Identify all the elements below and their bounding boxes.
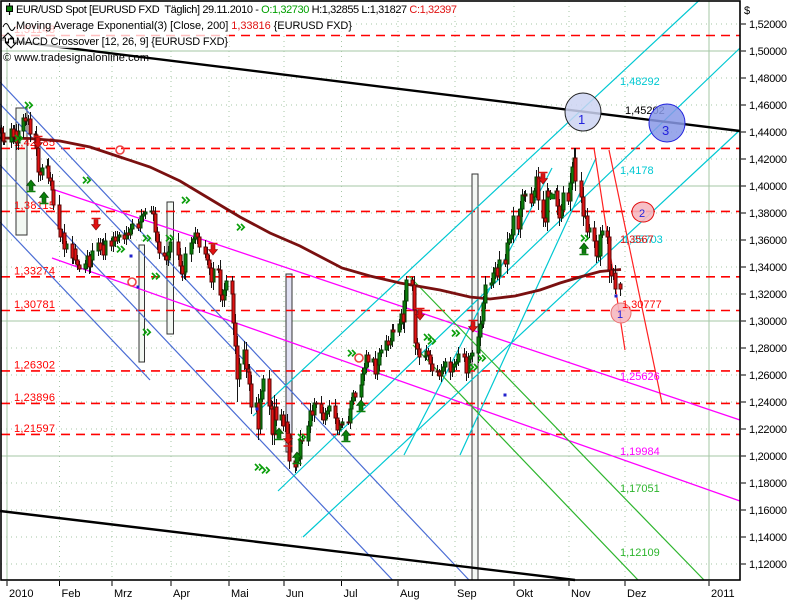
svg-text:Dez: Dez [627, 588, 647, 600]
svg-text:EUR/USD Spot [EURUSD FXD Tägl: EUR/USD Spot [EURUSD FXD Täglich] 29.11.… [16, 4, 457, 16]
svg-text:1,38000: 1,38000 [749, 208, 787, 220]
svg-text:Okt: Okt [516, 588, 533, 600]
svg-text:Apr: Apr [173, 588, 190, 600]
svg-text:1,36000: 1,36000 [749, 235, 787, 247]
svg-text:Moving Average Exponential(3): Moving Average Exponential(3) [Close, 20… [16, 20, 352, 32]
svg-text:Sep: Sep [457, 588, 477, 600]
svg-text:1: 1 [578, 112, 585, 127]
svg-text:1,21597: 1,21597 [14, 423, 55, 435]
svg-text:1,16000: 1,16000 [749, 505, 787, 517]
svg-text:1,26000: 1,26000 [749, 370, 787, 382]
svg-text:1,42000: 1,42000 [749, 154, 787, 166]
svg-text:1,12000: 1,12000 [749, 559, 787, 571]
svg-text:1,19984: 1,19984 [620, 446, 660, 458]
svg-text:1,52000: 1,52000 [749, 19, 787, 31]
svg-text:1,35703: 1,35703 [623, 234, 663, 246]
svg-text:Feb: Feb [62, 588, 81, 600]
svg-text:1,18000: 1,18000 [749, 478, 787, 490]
svg-text:1,48292: 1,48292 [620, 76, 660, 88]
svg-text:1,23896: 1,23896 [14, 392, 55, 404]
svg-text:$: $ [744, 5, 750, 17]
svg-text:1,50000: 1,50000 [749, 46, 787, 58]
svg-text:1,17051: 1,17051 [620, 483, 660, 495]
svg-text:MACD Crossover [12, 26, 9] {EU: MACD Crossover [12, 26, 9] {EURUSD FXD} [16, 36, 228, 48]
svg-text:1,28000: 1,28000 [749, 343, 787, 355]
svg-text:1,24000: 1,24000 [749, 397, 787, 409]
svg-text:1,25626: 1,25626 [620, 371, 660, 383]
svg-text:Nov: Nov [571, 588, 591, 600]
svg-text:1,30781: 1,30781 [14, 299, 55, 311]
svg-text:1,26302: 1,26302 [14, 359, 55, 371]
svg-text:1,34000: 1,34000 [749, 262, 787, 274]
svg-text:1,30777: 1,30777 [622, 299, 662, 311]
svg-text:1,33274: 1,33274 [14, 265, 55, 277]
svg-text:2010: 2010 [9, 588, 33, 600]
svg-text:2: 2 [639, 208, 645, 220]
svg-text:© www.tradesignalonline.com: © www.tradesignalonline.com [3, 52, 149, 64]
svg-text:1,46000: 1,46000 [749, 100, 787, 112]
svg-text:1,48000: 1,48000 [749, 73, 787, 85]
svg-text:1,20000: 1,20000 [749, 451, 787, 463]
svg-text:1,3567: 1,3567 [620, 234, 654, 246]
svg-text:1,30000: 1,30000 [749, 316, 787, 328]
svg-text:3: 3 [662, 123, 669, 138]
svg-text:Aug: Aug [400, 588, 420, 600]
svg-text:Jul: Jul [344, 588, 358, 600]
svg-text:1: 1 [617, 309, 623, 321]
svg-text:1,22000: 1,22000 [749, 424, 787, 436]
svg-text:1,14000: 1,14000 [749, 532, 787, 544]
svg-text:1,4178: 1,4178 [620, 165, 654, 177]
svg-text:1,12109: 1,12109 [620, 547, 660, 559]
svg-text:1,44000: 1,44000 [749, 127, 787, 139]
svg-text:1,40000: 1,40000 [749, 181, 787, 193]
svg-text:Mai: Mai [231, 588, 249, 600]
svg-text:Jun: Jun [286, 588, 304, 600]
svg-text:Mrz: Mrz [114, 588, 132, 600]
svg-text:2011: 2011 [711, 588, 735, 600]
svg-text:1,32000: 1,32000 [749, 289, 787, 301]
